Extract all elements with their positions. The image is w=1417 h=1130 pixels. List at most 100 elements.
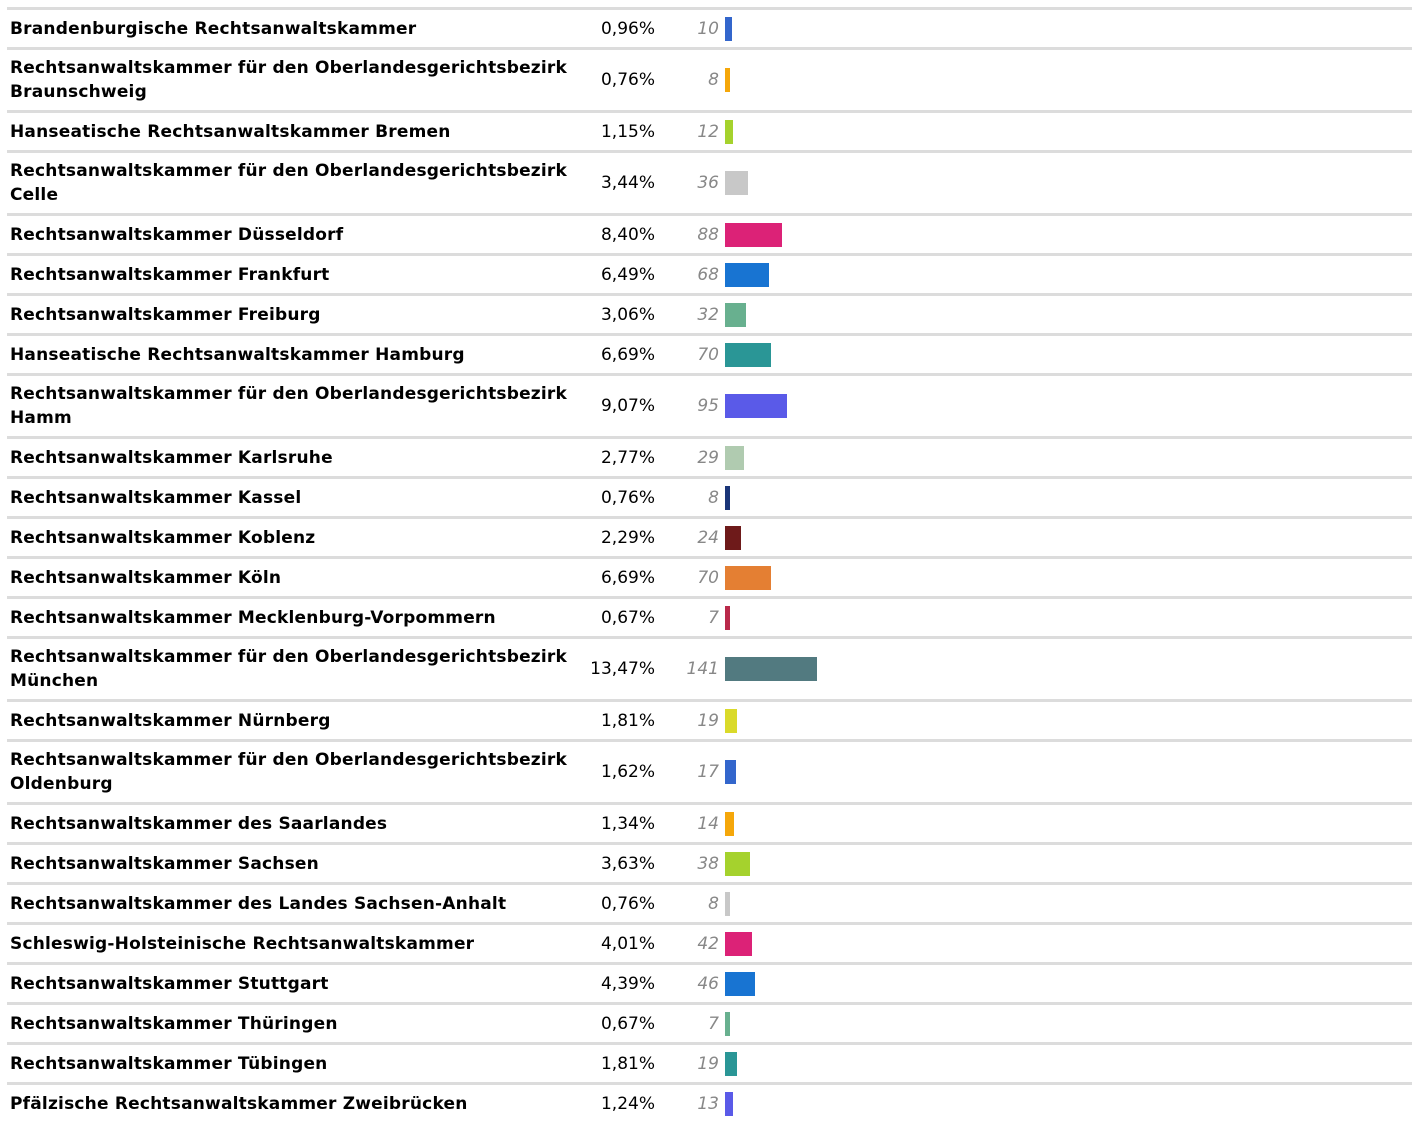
bar — [725, 565, 771, 590]
row-count: 42 — [697, 933, 719, 954]
row-label: Rechtsanwaltskammer Kassel — [10, 487, 302, 508]
row-label: Schleswig-Holsteinische Rechtsanwaltskam… — [10, 933, 475, 954]
row-count: 12 — [697, 121, 719, 142]
row-label: Rechtsanwaltskammer Mecklenburg-Vorpomme… — [10, 607, 496, 628]
result-row: Rechtsanwaltskammer Stuttgart 4,39% 46 — [7, 962, 1412, 1002]
row-percent: 1,81% — [600, 710, 655, 731]
bar-area — [719, 485, 1412, 510]
bar — [725, 931, 753, 956]
bar — [725, 445, 744, 470]
row-label: Rechtsanwaltskammer Köln — [10, 567, 282, 588]
result-list: Brandenburgische Rechtsanwaltskammer 0,96… — [7, 7, 1412, 1122]
row-percent: 1,15% — [600, 121, 655, 142]
row-count: 70 — [697, 567, 719, 588]
row-percent: 9,07% — [600, 396, 655, 416]
result-row: Rechtsanwaltskammer Kassel 0,76% 8 — [7, 476, 1412, 516]
bar — [725, 708, 738, 733]
row-label: Rechtsanwaltskammer Thüringen — [10, 1013, 338, 1034]
row-label: Brandenburgische Rechtsanwaltskammer — [10, 18, 417, 39]
bar — [725, 1091, 734, 1116]
row-count: 13 — [697, 1093, 719, 1114]
bar — [725, 262, 770, 287]
result-row: Rechtsanwaltskammer Köln 6,69% 70 — [7, 556, 1412, 596]
result-row: Rechtsanwaltskammer für den Oberlandesge… — [7, 373, 1412, 436]
row-percent: 0,76% — [600, 487, 655, 508]
bar — [725, 485, 731, 510]
row-percent: 1,34% — [600, 813, 655, 834]
bar — [725, 1051, 738, 1076]
row-count: 88 — [697, 224, 719, 245]
row-label: Rechtsanwaltskammer des Saarlandes — [10, 813, 388, 834]
row-count: 7 — [708, 607, 719, 628]
result-row: Schleswig-Holsteinische Rechtsanwaltskam… — [7, 922, 1412, 962]
bar — [725, 342, 771, 367]
row-label: Pfälzische Rechtsanwaltskammer Zweibrück… — [10, 1093, 468, 1114]
result-row: Rechtsanwaltskammer Freiburg 3,06% 32 — [7, 293, 1412, 333]
result-row: Rechtsanwaltskammer des Saarlandes 1,34% 1… — [7, 802, 1412, 842]
row-count: 24 — [697, 527, 719, 548]
row-count: 46 — [697, 973, 719, 994]
result-row: Rechtsanwaltskammer für den Oberlandesge… — [7, 636, 1412, 699]
bar — [725, 971, 755, 996]
result-row: Rechtsanwaltskammer für den Oberlandesge… — [7, 739, 1412, 802]
bar-area — [719, 171, 1412, 195]
bar — [725, 171, 749, 195]
bar — [725, 16, 732, 41]
bar — [725, 119, 733, 144]
result-row: Rechtsanwaltskammer für den Oberlandesge… — [7, 150, 1412, 213]
bar-area — [719, 68, 1412, 92]
result-row: Rechtsanwaltskammer Mecklenburg-Vorpomme… — [7, 596, 1412, 636]
bar-area — [719, 931, 1412, 956]
row-label: Rechtsanwaltskammer Karlsruhe — [10, 447, 333, 468]
row-percent: 0,67% — [600, 1013, 655, 1034]
row-count: 10 — [697, 18, 719, 39]
bar-area — [719, 1011, 1412, 1036]
result-row: Rechtsanwaltskammer Thüringen 0,67% 7 — [7, 1002, 1412, 1042]
row-count: 38 — [697, 853, 719, 874]
row-label: Hanseatische Rechtsanwaltskammer Hamburg — [10, 344, 465, 365]
row-label: Hanseatische Rechtsanwaltskammer Bremen — [10, 121, 451, 142]
row-label: Rechtsanwaltskammer des Landes Sachsen-A… — [10, 893, 507, 914]
result-row: Rechtsanwaltskammer Koblenz 2,29% 24 — [7, 516, 1412, 556]
bar-area — [719, 302, 1412, 327]
row-label: Rechtsanwaltskammer Düsseldorf — [10, 224, 344, 245]
bar-area — [719, 119, 1412, 144]
row-percent: 8,40% — [600, 224, 655, 245]
row-label: Rechtsanwaltskammer für den Oberlandesge… — [10, 58, 568, 102]
result-row: Rechtsanwaltskammer für den Oberlandesge… — [7, 47, 1412, 110]
row-count: 17 — [697, 762, 719, 782]
bar-area — [719, 1051, 1412, 1076]
bar-area — [719, 262, 1412, 287]
row-percent: 3,44% — [600, 173, 655, 193]
row-percent: 0,76% — [600, 70, 655, 90]
bar — [725, 760, 737, 784]
bar-area — [719, 811, 1412, 836]
row-count: 32 — [697, 304, 719, 325]
bar — [725, 811, 735, 836]
row-percent: 1,24% — [600, 1093, 655, 1114]
row-label: Rechtsanwaltskammer Tübingen — [10, 1053, 328, 1074]
bar-area — [719, 760, 1412, 784]
row-percent: 0,67% — [600, 607, 655, 628]
row-percent: 2,77% — [600, 447, 655, 468]
result-row: Rechtsanwaltskammer des Landes Sachsen-A… — [7, 882, 1412, 922]
bar — [725, 605, 730, 630]
row-label: Rechtsanwaltskammer Stuttgart — [10, 973, 329, 994]
row-percent: 0,76% — [600, 893, 655, 914]
row-label: Rechtsanwaltskammer Nürnberg — [10, 710, 331, 731]
row-count: 68 — [697, 264, 719, 285]
row-count: 8 — [708, 70, 719, 90]
row-count: 8 — [708, 893, 719, 914]
row-label: Rechtsanwaltskammer Koblenz — [10, 527, 316, 548]
result-row: Rechtsanwaltskammer Frankfurt 6,49% 68 — [7, 253, 1412, 293]
bar — [725, 68, 731, 92]
bar-area — [719, 708, 1412, 733]
row-count: 7 — [708, 1013, 719, 1034]
bar — [725, 851, 750, 876]
bar-area — [719, 16, 1412, 41]
row-percent: 6,69% — [600, 344, 655, 365]
row-label: Rechtsanwaltskammer Sachsen — [10, 853, 319, 874]
result-row: Pfälzische Rechtsanwaltskammer Zweibrück… — [7, 1082, 1412, 1122]
row-percent: 6,49% — [600, 264, 655, 285]
bar-area — [719, 394, 1412, 418]
